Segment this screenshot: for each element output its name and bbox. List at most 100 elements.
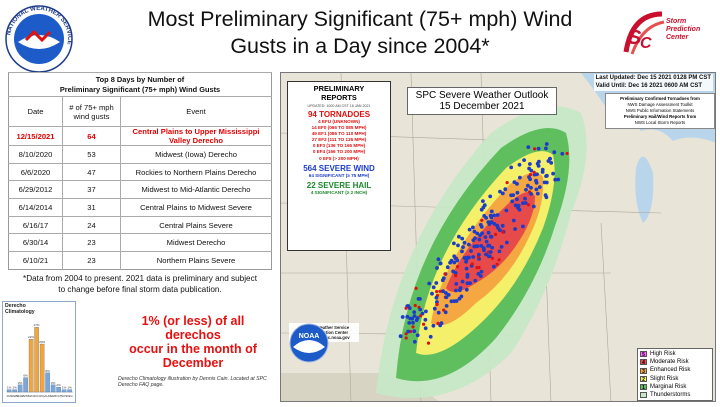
stat-line-2: derechos (165, 328, 221, 342)
tornado-report-dot (477, 265, 481, 270)
wind-report-dot (467, 242, 471, 247)
tornado-count: 94 TORNADOES (307, 110, 371, 119)
wind-report-dot (536, 164, 541, 168)
wind-report-dot (552, 150, 557, 155)
wind-report-dot (418, 307, 423, 312)
tornado-report-dot (505, 181, 509, 185)
tornado-report-dot (435, 290, 439, 294)
wind-report-dot (452, 241, 456, 246)
climatology-month-label: FEB (12, 394, 18, 398)
wind-report-dot (483, 235, 488, 240)
climatology-value-label: 1% (7, 386, 12, 390)
wind-report-dot (481, 205, 486, 210)
legend-swatch: 2 (640, 375, 647, 383)
wind-report-dot (464, 287, 469, 292)
climatology-value-label: 2% (56, 383, 61, 387)
wind-count: 564 SEVERE WIND (303, 163, 375, 173)
wind-report-dot (537, 159, 541, 164)
climatology-value-label: 1% (62, 386, 67, 390)
wind-report-dot (465, 281, 470, 286)
climatology-value-label: 20% (39, 340, 45, 344)
wind-report-dot (535, 191, 540, 196)
wind-report-dot (540, 167, 545, 172)
wind-report-dot (528, 177, 532, 182)
tornado-ef-line: 49 EF1 (086 TO 110 MPH) (311, 131, 367, 137)
tornado-report-dot (404, 336, 408, 340)
lake-michigan (635, 156, 654, 223)
wind-report-dot (471, 225, 475, 230)
wind-report-dot (473, 278, 478, 283)
cell-date: 6/14/2014 (8, 198, 63, 217)
wind-report-dot (462, 240, 467, 245)
wind-report-dot (488, 250, 493, 254)
cell-date: 12/15/2021 (8, 126, 63, 146)
wind-report-dot (534, 187, 539, 192)
climatology-title: Derecho Climatology (5, 303, 35, 315)
table-row: 6/29/2012 37 Midwest to Mid-Atlantic Derec… (8, 180, 272, 199)
legend-item: Thunderstorms (640, 391, 710, 399)
col-header-event: Event (120, 96, 272, 127)
wind-report-dot (446, 293, 451, 297)
wind-report-dot (477, 237, 482, 242)
derecho-climatology-chart: Derecho Climatology 1% JAN 1% FEB 3% MAR 6% APR… (2, 301, 76, 403)
wind-report-dot (441, 289, 445, 294)
wind-report-dot (489, 209, 494, 214)
wind-report-dot (529, 185, 533, 190)
legend-swatch: 3 (640, 367, 647, 375)
reports-title-line-2: REPORTS (321, 92, 357, 102)
preliminary-reports-box: PRELIMINARY REPORTS UPDATED: 1000 AM CST… (287, 81, 391, 251)
wind-report-dot (400, 315, 405, 319)
outlook-title: SPC Severe Weather Outlook 15 December 2… (407, 87, 557, 115)
wind-report-dot (412, 329, 417, 334)
december-derecho-stat: 1% (or less) of all derechos occur in th… (118, 314, 268, 370)
tornado-report-dot (494, 232, 498, 236)
wind-report-dot (549, 161, 554, 165)
wind-report-dot (477, 252, 481, 257)
cell-date: 6/6/2020 (8, 162, 63, 181)
wind-report-dot (529, 192, 533, 196)
wind-report-dot (435, 266, 439, 270)
climatology-month-label: OCT (55, 394, 62, 398)
spc-logo: S C Storm Prediction Center (622, 8, 712, 60)
climatology-bar (50, 384, 56, 393)
noaa-block: NOAA National Weather Service Storm Pred… (289, 323, 359, 363)
legend-item: 4 Moderate Risk (640, 358, 710, 366)
legend-swatch: 1 (640, 383, 647, 391)
wind-report-dot (405, 314, 410, 319)
tornado-report-dot (565, 151, 569, 156)
wind-report-dot (551, 171, 555, 176)
wind-report-dot (489, 234, 493, 239)
wind-report-dot (536, 146, 541, 151)
wind-report-dot (460, 279, 465, 284)
cell-date: 6/10/21 (8, 251, 63, 270)
title-line-2: Gusts in a Day since 2004* (230, 34, 490, 58)
tornado-report-dot (422, 322, 426, 326)
wind-report-dot (515, 182, 519, 186)
hail-significant: 4 SIGNIFICANT (≥ 2 INCH) (310, 189, 368, 195)
wind-report-dot (517, 162, 522, 167)
cell-count: 47 (62, 162, 121, 181)
climatology-value-label: 8% (45, 369, 50, 373)
nws-logo: NATIONAL WEATHER SERVICE (5, 5, 73, 73)
cell-count: 23 (62, 251, 121, 270)
tornado-report-dot (497, 258, 501, 262)
wind-report-dot (467, 227, 472, 232)
wind-report-dot (456, 243, 460, 248)
col-header-date: Date (8, 96, 63, 127)
legend-item: 1 Marginal Risk (640, 383, 710, 391)
wind-report-dot (430, 291, 434, 296)
wind-report-dot (509, 193, 513, 198)
climatology-value-label: 1% (67, 386, 72, 390)
wind-report-dot (490, 245, 494, 250)
climatology-month-label: JUL (39, 394, 45, 398)
wind-report-dot (436, 257, 441, 262)
climatology-value-label: 3% (51, 381, 56, 385)
wind-report-dot (455, 258, 460, 263)
wind-report-dot (486, 220, 491, 225)
wind-report-dot (412, 339, 417, 344)
storm-report-dots (398, 142, 569, 345)
wind-report-dot (449, 299, 454, 304)
cell-count: 64 (62, 126, 121, 146)
sources-line-3: NWS Public Information Statements (625, 108, 695, 113)
wind-report-dot (495, 213, 500, 217)
